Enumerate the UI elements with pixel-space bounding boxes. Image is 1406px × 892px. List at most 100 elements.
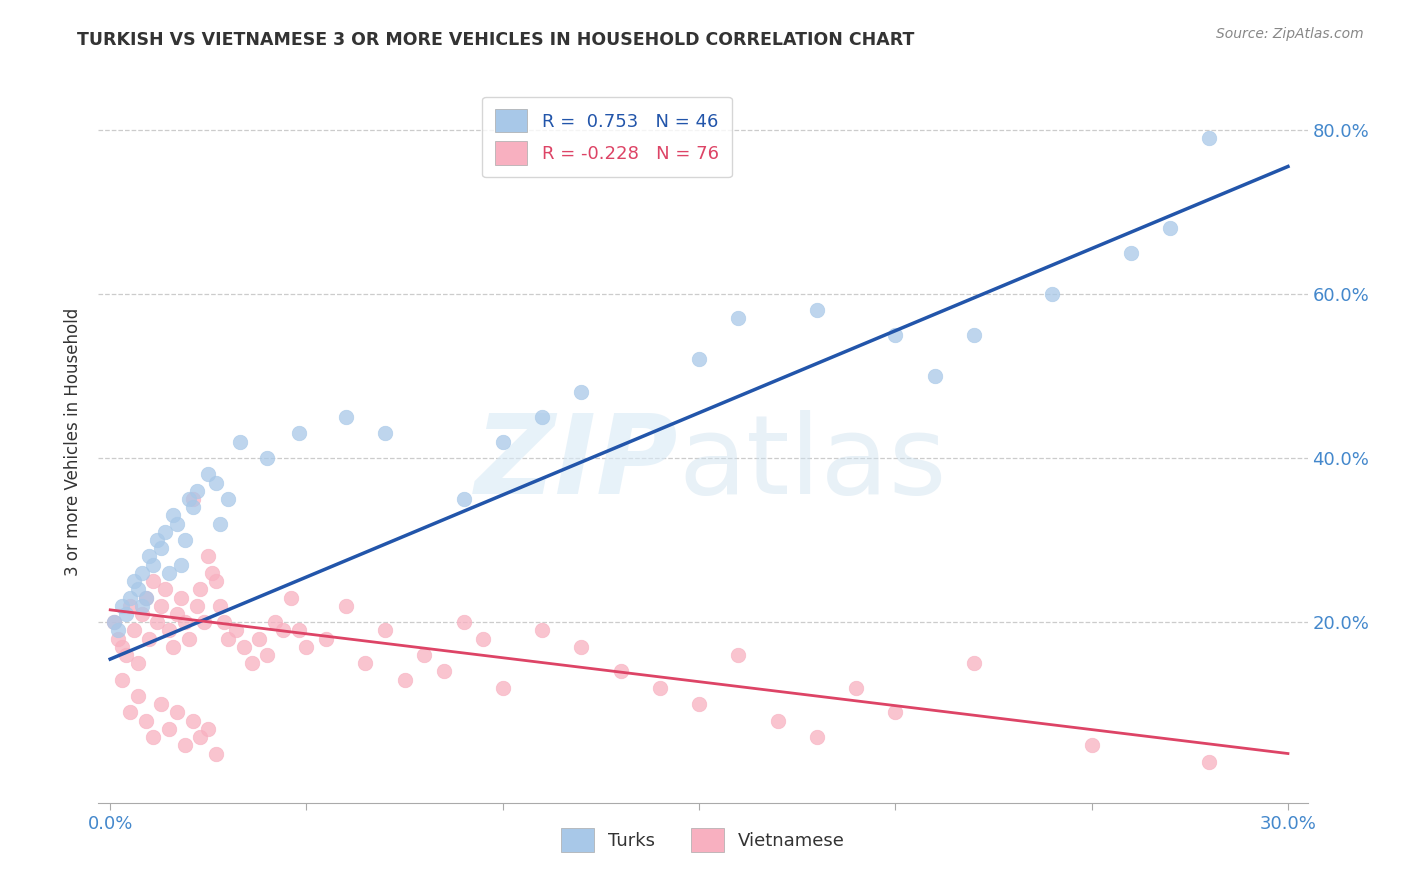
Point: [150, 599, 173, 613]
Point: [806, 730, 828, 744]
Point: [162, 508, 184, 523]
Point: [118, 591, 141, 605]
Point: [569, 640, 592, 654]
Point: [727, 311, 749, 326]
Point: [531, 409, 554, 424]
Point: [884, 327, 907, 342]
Point: [1119, 245, 1142, 260]
Point: [217, 491, 239, 506]
Point: [138, 632, 160, 646]
Point: [229, 434, 252, 449]
Point: [103, 615, 125, 630]
Point: [193, 615, 215, 630]
Point: [127, 689, 149, 703]
Point: [157, 566, 180, 580]
Point: [107, 632, 129, 646]
Point: [142, 558, 165, 572]
Point: [197, 549, 219, 564]
Point: [173, 615, 195, 630]
Point: [111, 640, 134, 654]
Point: [122, 574, 145, 588]
Point: [256, 648, 278, 662]
Point: [209, 599, 232, 613]
Point: [287, 624, 309, 638]
Point: [240, 657, 263, 671]
Point: [433, 665, 456, 679]
Point: [205, 747, 228, 761]
Point: [190, 582, 212, 597]
Point: [924, 368, 946, 383]
Point: [177, 491, 200, 506]
Point: [157, 624, 180, 638]
Point: [111, 673, 134, 687]
Point: [153, 524, 176, 539]
Point: [122, 624, 145, 638]
Point: [295, 640, 318, 654]
Point: [170, 591, 193, 605]
Point: [150, 698, 173, 712]
Point: [335, 409, 357, 424]
Point: [186, 483, 208, 498]
Point: [150, 541, 173, 556]
Point: [806, 303, 828, 318]
Point: [264, 615, 287, 630]
Point: [118, 706, 141, 720]
Point: [247, 632, 270, 646]
Point: [492, 434, 515, 449]
Point: [271, 624, 294, 638]
Point: [1080, 739, 1102, 753]
Point: [181, 500, 204, 515]
Y-axis label: 3 or more Vehicles in Household: 3 or more Vehicles in Household: [65, 308, 83, 575]
Point: [335, 599, 357, 613]
Point: [609, 665, 631, 679]
Point: [492, 681, 515, 695]
Point: [162, 640, 184, 654]
Point: [197, 722, 219, 736]
Point: [127, 657, 149, 671]
Point: [166, 607, 188, 621]
Point: [153, 582, 176, 597]
Point: [648, 681, 671, 695]
Point: [181, 491, 204, 506]
Point: [1198, 755, 1220, 769]
Point: [131, 607, 153, 621]
Point: [354, 657, 377, 671]
Point: [107, 624, 129, 638]
Point: [315, 632, 337, 646]
Point: [115, 607, 138, 621]
Text: atlas: atlas: [679, 409, 948, 516]
Point: [173, 739, 195, 753]
Legend: Turks, Vietnamese: Turks, Vietnamese: [554, 822, 852, 859]
Point: [127, 582, 149, 597]
Point: [963, 657, 986, 671]
Point: [115, 648, 138, 662]
Text: Source: ZipAtlas.com: Source: ZipAtlas.com: [1216, 27, 1364, 41]
Point: [374, 624, 396, 638]
Point: [138, 549, 160, 564]
Point: [197, 467, 219, 482]
Point: [766, 714, 789, 728]
Point: [166, 516, 188, 531]
Point: [280, 591, 302, 605]
Point: [963, 327, 986, 342]
Point: [1042, 286, 1064, 301]
Point: [131, 566, 153, 580]
Point: [205, 574, 228, 588]
Point: [111, 599, 134, 613]
Point: [232, 640, 254, 654]
Point: [142, 730, 165, 744]
Point: [190, 730, 212, 744]
Point: [217, 632, 239, 646]
Point: [118, 599, 141, 613]
Point: [212, 615, 235, 630]
Point: [884, 706, 907, 720]
Point: [181, 714, 204, 728]
Point: [374, 426, 396, 441]
Text: ZIP: ZIP: [475, 409, 679, 516]
Point: [472, 632, 495, 646]
Text: TURKISH VS VIETNAMESE 3 OR MORE VEHICLES IN HOUSEHOLD CORRELATION CHART: TURKISH VS VIETNAMESE 3 OR MORE VEHICLES…: [77, 31, 915, 49]
Point: [531, 624, 554, 638]
Point: [186, 599, 208, 613]
Point: [727, 648, 749, 662]
Point: [157, 722, 180, 736]
